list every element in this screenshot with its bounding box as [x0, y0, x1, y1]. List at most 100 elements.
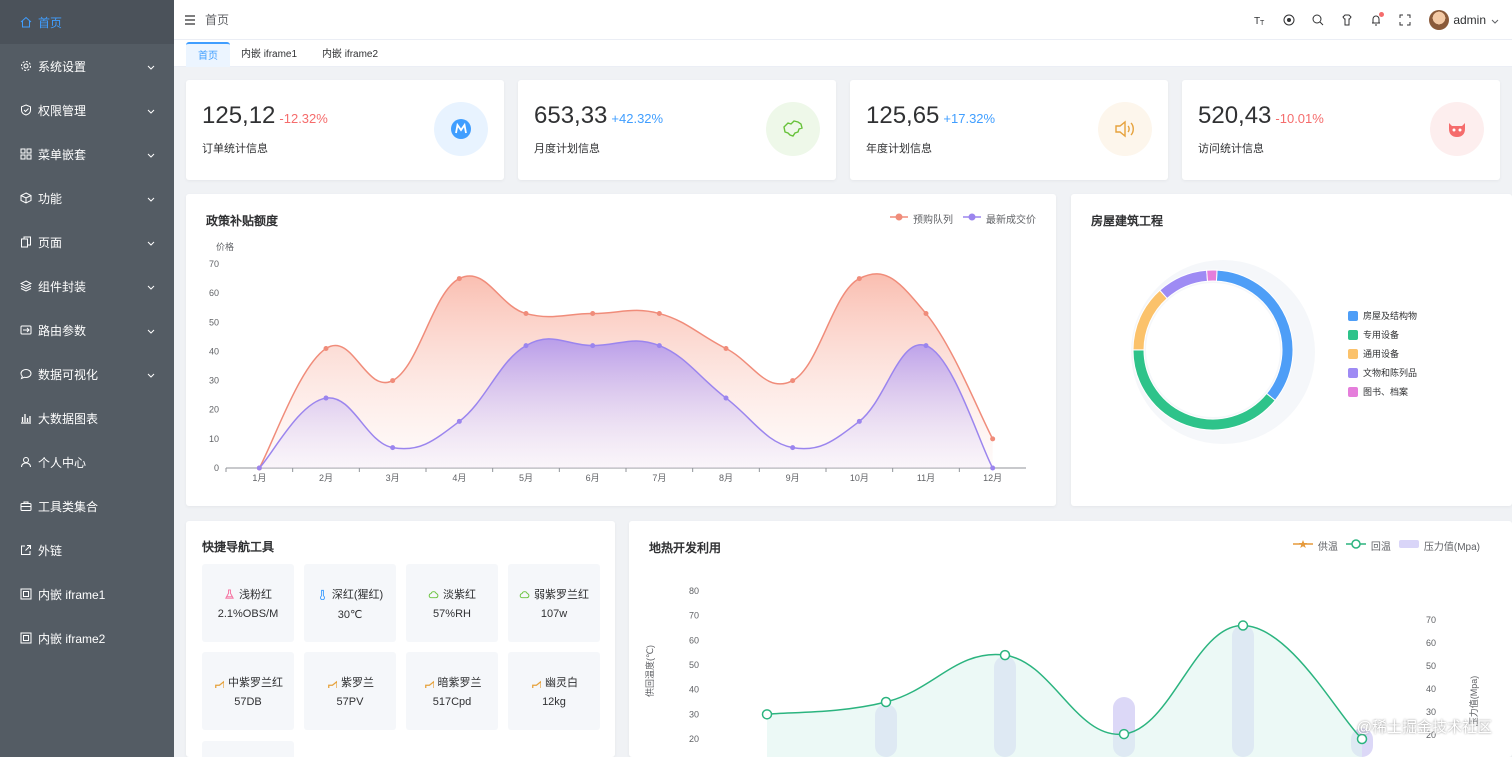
sidebar-item-1[interactable]: 系统设置: [0, 44, 174, 88]
legend-label: 专用设备: [1363, 330, 1400, 340]
quick-nav-item[interactable]: 暗紫罗兰 517Cpd: [406, 652, 498, 730]
y-tick-label-right: 70: [1426, 615, 1436, 625]
chevron-down-icon: [146, 237, 156, 247]
quick-nav-value: 57PV: [336, 696, 364, 708]
search-icon[interactable]: [1312, 14, 1324, 26]
quick-nav-label: 浅粉红: [239, 589, 272, 601]
legend-label-return-temp[interactable]: 回温: [1370, 542, 1391, 553]
tab-iframe2[interactable]: 内嵌 iframe2: [321, 49, 379, 60]
toolbox-icon: [20, 500, 32, 512]
china-map-icon: [766, 102, 820, 156]
series-line: [258, 338, 994, 469]
sidebar-item-10[interactable]: 个人中心: [0, 440, 174, 484]
y-tick-label-right: 60: [1426, 638, 1436, 648]
data-point: [923, 343, 929, 349]
fullscreen-icon[interactable]: [1399, 14, 1411, 26]
thermometer-icon: [317, 589, 332, 600]
legend-marker-star: [1292, 539, 1313, 552]
y-axis-label-left: 供回温度(℃): [644, 645, 655, 697]
stat-number: 520,43: [1198, 102, 1272, 129]
quick-nav-item[interactable]: 中紫罗兰红 57DB: [202, 652, 294, 730]
sidebar-item-3[interactable]: 菜单嵌套: [0, 132, 174, 176]
sidebar-item-6[interactable]: 组件封装: [0, 264, 174, 308]
sidebar-item-13[interactable]: 内嵌 iframe1: [0, 572, 174, 616]
quick-nav-item-partial[interactable]: [202, 741, 294, 757]
sidebar-item-9[interactable]: 大数据图表: [0, 396, 174, 440]
legend-swatch: [1348, 348, 1358, 359]
quick-nav-item[interactable]: 紫罗兰 57PV: [304, 652, 396, 730]
quick-nav-item[interactable]: 弱紫罗兰红 107w: [508, 564, 600, 642]
x-tick-label: 6月: [586, 473, 600, 483]
home-icon: [20, 16, 32, 28]
data-point: [456, 418, 462, 424]
tab-iframe1[interactable]: 内嵌 iframe1: [240, 49, 298, 60]
user-menu[interactable]: admin: [1429, 10, 1500, 30]
legend-label-supply-temp[interactable]: 供温: [1317, 542, 1338, 553]
quick-nav-item[interactable]: 幽灵白 12kg: [508, 652, 600, 730]
legend-item[interactable]: 文物和陈列品: [1348, 363, 1417, 382]
legend-label-latest-price[interactable]: 最新成交价: [986, 215, 1036, 226]
x-tick-label: 1月: [252, 473, 266, 483]
sidebar-item-label: 工具类集合: [38, 499, 99, 514]
legend-item[interactable]: 房屋及结构物: [1348, 306, 1417, 325]
sidebar-item-label: 权限管理: [38, 103, 87, 118]
breadcrumb[interactable]: 首页: [205, 13, 230, 27]
sidebar-item-label: 数据可视化: [38, 367, 99, 382]
geothermal-legend: 供温 回温 压力值(Mpa): [1292, 538, 1480, 553]
speaker-icon: [530, 677, 545, 688]
quick-nav-title: 快捷导航工具: [202, 540, 275, 554]
data-point: [990, 465, 996, 471]
avatar: [1429, 10, 1450, 30]
sidebar-item-label: 外链: [38, 543, 63, 558]
quick-nav-item[interactable]: 淡紫红 57%RH: [406, 564, 498, 642]
housing-chart-card: 房屋建筑工程: [1071, 194, 1512, 506]
y-tick-label: 20: [209, 405, 219, 415]
bell-icon[interactable]: [1370, 12, 1385, 26]
sidebar-item-8[interactable]: 数据可视化: [0, 352, 174, 396]
sidebar-item-14[interactable]: 内嵌 iframe2: [0, 616, 174, 660]
sidebar-item-5[interactable]: 页面: [0, 220, 174, 264]
legend-item[interactable]: 图书、档案: [1348, 382, 1417, 401]
quick-nav-name: 暗紫罗兰: [406, 674, 498, 690]
sidebar-item-label: 功能: [38, 191, 63, 206]
sidebar-item-11[interactable]: 工具类集合: [0, 484, 174, 528]
quick-nav-item[interactable]: 深红(猩红) 30℃: [304, 564, 396, 642]
stat-change: +42.32%: [611, 111, 664, 126]
svg-text:T: T: [1260, 20, 1265, 26]
legend-label-pressure[interactable]: 压力值(Mpa): [1423, 542, 1480, 553]
x-tick-label: 3月: [386, 473, 400, 483]
legend-marker-bar: [1398, 539, 1419, 552]
stat-label: 月度计划信息: [534, 143, 600, 155]
stat-card: 125,12 -12.32% 订单统计信息: [186, 80, 504, 180]
data-point: [656, 311, 662, 317]
theme-icon[interactable]: [1283, 14, 1295, 26]
sidebar-item-0[interactable]: 首页: [0, 0, 174, 44]
stat-value: 125,12 -12.32%: [202, 102, 328, 130]
data-point: [723, 395, 729, 401]
stat-value: 653,33 +42.32%: [534, 102, 663, 130]
sidebar-item-4[interactable]: 功能: [0, 176, 174, 220]
quick-nav-item[interactable]: 浅粉红 2.1%OBS/M: [202, 564, 294, 642]
sidebar-item-12[interactable]: 外链: [0, 528, 174, 572]
tab-home[interactable]: 首页: [186, 42, 230, 67]
y-tick-label-right: 30: [1426, 707, 1436, 717]
data-point: [990, 436, 996, 442]
data-point: [323, 346, 329, 352]
sidebar-item-2[interactable]: 权限管理: [0, 88, 174, 132]
y-tick-label-right: 40: [1426, 684, 1436, 694]
legend-item[interactable]: 专用设备: [1348, 325, 1417, 344]
legend-label: 图书、档案: [1363, 387, 1409, 397]
data-point: [856, 418, 862, 424]
legend-item[interactable]: 通用设备: [1348, 344, 1417, 363]
legend-label-preorder[interactable]: 预购队列: [913, 215, 953, 226]
cloud-icon: [428, 589, 443, 600]
menu-toggle-icon[interactable]: [184, 14, 196, 26]
sidebar-item-7[interactable]: 路由参数: [0, 308, 174, 352]
data-point: [523, 311, 529, 317]
speaker-icon: [326, 677, 341, 688]
y-tick-label: 70: [689, 611, 699, 621]
x-tick-label: 12月: [983, 473, 1002, 483]
skin-icon[interactable]: [1341, 14, 1353, 26]
